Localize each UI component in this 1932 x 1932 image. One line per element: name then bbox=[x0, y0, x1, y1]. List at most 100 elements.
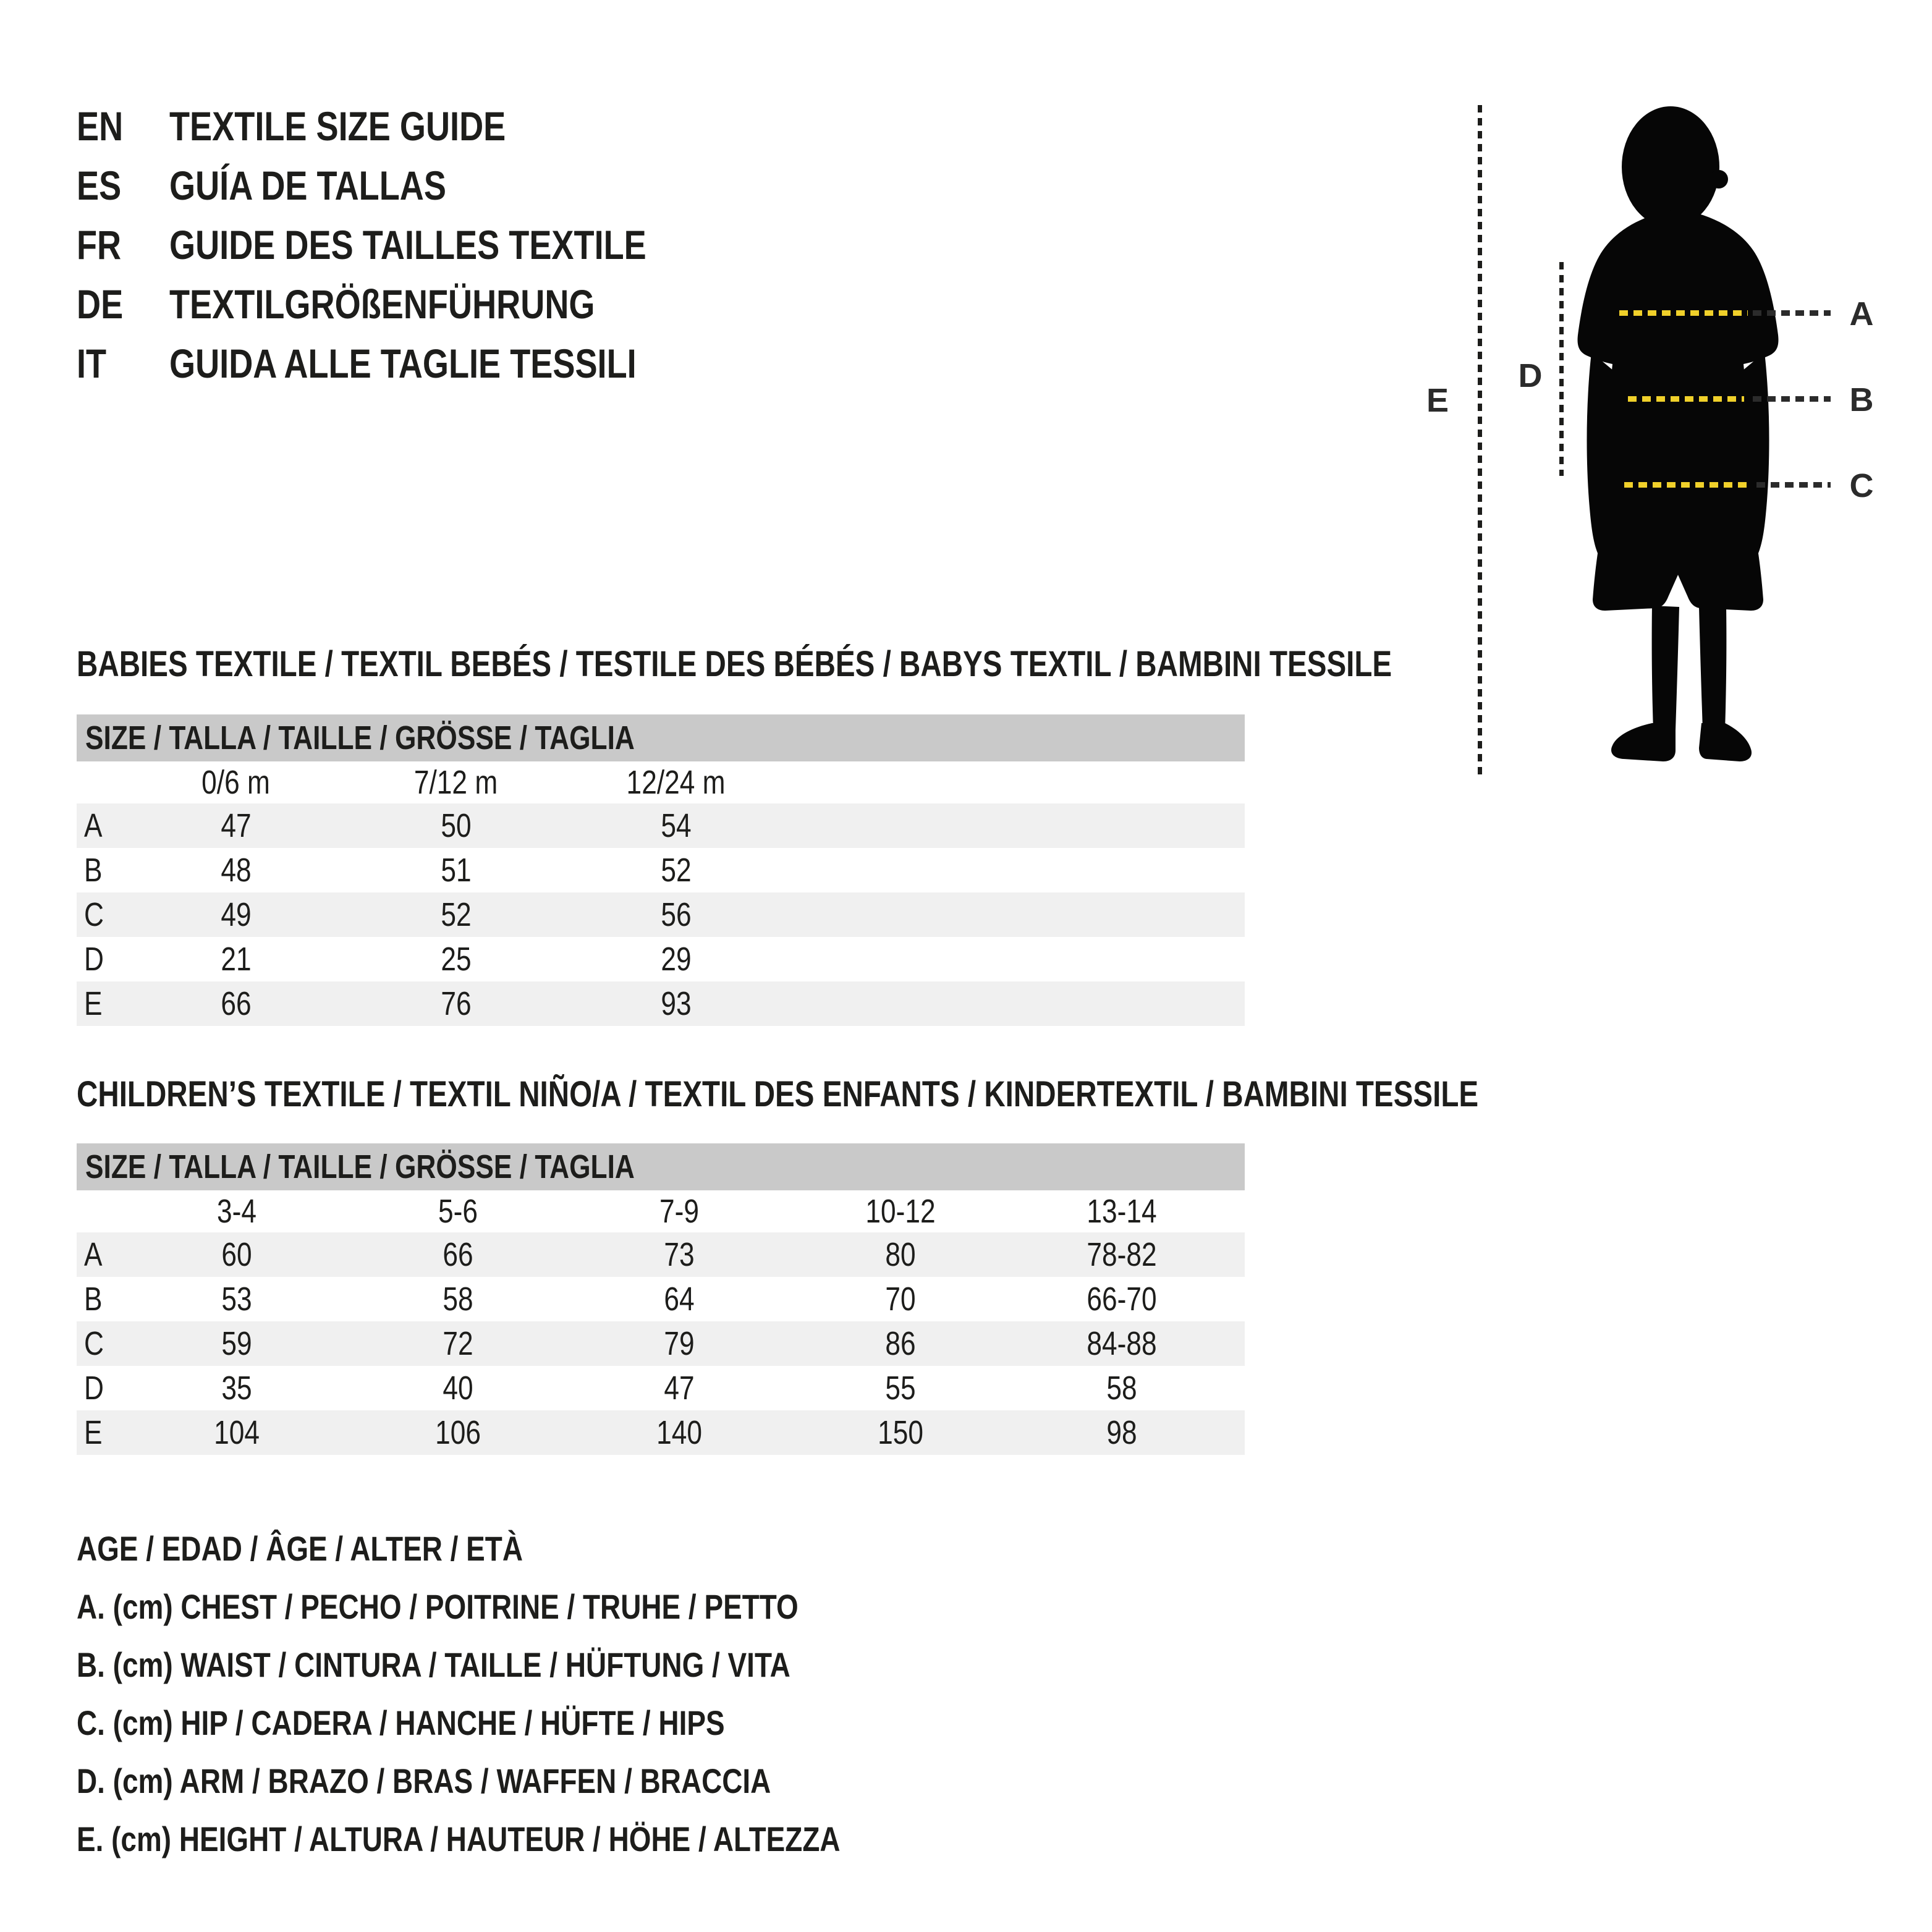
table-cell: 52 bbox=[566, 851, 786, 889]
babies-section-heading-text: BABIES TEXTILE / TEXTIL BEBÉS / TESTILE … bbox=[77, 643, 1392, 684]
table-cell-text: 93 bbox=[661, 985, 692, 1022]
table-cell: 47 bbox=[126, 807, 346, 845]
table-cell-text: 78-82 bbox=[1087, 1236, 1157, 1273]
table-cell-text: 52 bbox=[441, 896, 472, 933]
table-cell: 58 bbox=[347, 1280, 569, 1318]
lang-code-text: FR bbox=[77, 222, 122, 268]
column-header-text: 5-6 bbox=[438, 1193, 478, 1230]
table-cell: 29 bbox=[566, 940, 786, 978]
legend-line-chest: A. (cm) CHEST / PECHO / POITRINE / TRUHE… bbox=[77, 1577, 1008, 1635]
figure-label-hip: C bbox=[1849, 467, 1874, 504]
table-cell: 93 bbox=[566, 985, 786, 1023]
legend-line-text: C. (cm) HIP / CADERA / HANCHE / HÜFTE / … bbox=[77, 1703, 725, 1742]
table-cell-text: 50 bbox=[441, 807, 472, 844]
row-label-text: C bbox=[84, 1325, 104, 1362]
lang-title: GUIDA ALLE TAGLIE TESSILI bbox=[169, 340, 739, 387]
table-cell-text: 40 bbox=[443, 1370, 473, 1407]
column-header-text: 3-4 bbox=[216, 1193, 256, 1230]
legend-line-waist: B. (cm) WAIST / CINTURA / TAILLE / HÜFTU… bbox=[77, 1635, 1008, 1693]
legend-line-arm: D. (cm) ARM / BRAZO / BRAS / WAFFEN / BR… bbox=[77, 1752, 1008, 1810]
table-cell: 52 bbox=[346, 896, 566, 934]
table-cell-text: 53 bbox=[221, 1281, 252, 1318]
column-header-text: 12/24 m bbox=[626, 764, 726, 801]
child-silhouette-image bbox=[1577, 106, 1779, 761]
lang-code: FR bbox=[77, 221, 169, 268]
hip-measure-dash-yellow bbox=[1624, 482, 1752, 488]
table-cell-text: 56 bbox=[661, 896, 692, 933]
table-cell-text: 59 bbox=[221, 1325, 252, 1362]
arm-measure-dotted-line bbox=[1559, 262, 1564, 476]
row-label-text: D bbox=[84, 941, 104, 978]
table-cell: 66-70 bbox=[1011, 1280, 1232, 1318]
table-cell: 49 bbox=[126, 896, 346, 934]
row-label: B bbox=[77, 851, 126, 889]
lang-code: DE bbox=[77, 281, 169, 328]
figure-label-waist: B bbox=[1849, 381, 1874, 418]
lang-code-text: ES bbox=[77, 163, 122, 208]
table-cell-text: 58 bbox=[1106, 1370, 1137, 1407]
table-cell: 66 bbox=[347, 1235, 569, 1274]
table-cell: 106 bbox=[347, 1413, 569, 1452]
table-cell: 56 bbox=[566, 896, 786, 934]
column-header: 3-4 bbox=[126, 1192, 347, 1231]
lang-title-text: GUIDA ALLE TAGLIE TESSILI bbox=[169, 341, 637, 386]
row-label: A bbox=[77, 807, 126, 845]
table-row: E 104 106 140 150 98 bbox=[77, 1410, 1245, 1455]
lang-row-en: EN TEXTILE SIZE GUIDE bbox=[77, 96, 751, 156]
table-row: C 59 72 79 86 84-88 bbox=[77, 1321, 1245, 1366]
table-row: B 48 51 52 bbox=[77, 848, 1245, 892]
table-cell-text: 86 bbox=[885, 1325, 916, 1362]
children-section-heading-text: CHILDREN’S TEXTILE / TEXTIL NIÑO/A / TEX… bbox=[77, 1074, 1479, 1114]
waist-measure-dash-yellow bbox=[1628, 396, 1744, 402]
row-label: A bbox=[77, 1235, 126, 1274]
language-title-block: EN TEXTILE SIZE GUIDE ES GUÍA DE TALLAS … bbox=[77, 96, 751, 393]
table-cell: 50 bbox=[346, 807, 566, 845]
table-cell: 47 bbox=[569, 1369, 790, 1407]
table-cell-text: 79 bbox=[664, 1325, 695, 1362]
table-cell: 64 bbox=[569, 1280, 790, 1318]
table-cell: 86 bbox=[790, 1324, 1011, 1363]
lang-row-fr: FR GUIDE DES TAILLES TEXTILE bbox=[77, 215, 751, 274]
table-cell-text: 80 bbox=[885, 1236, 916, 1273]
legend-line-text: B. (cm) WAIST / CINTURA / TAILLE / HÜFTU… bbox=[77, 1645, 790, 1684]
table-cell-text: 150 bbox=[878, 1414, 923, 1451]
column-header: 0/6 m bbox=[126, 763, 346, 802]
legend-line-height: E. (cm) HEIGHT / ALTURA / HAUTEUR / HÖHE… bbox=[77, 1810, 1008, 1868]
table-cell-text: 54 bbox=[661, 807, 692, 844]
table-cell: 150 bbox=[790, 1413, 1011, 1452]
lang-title: GUÍA DE TALLAS bbox=[169, 162, 507, 209]
table-cell: 84-88 bbox=[1011, 1324, 1232, 1363]
table-cell-text: 66 bbox=[443, 1236, 473, 1273]
table-cell: 21 bbox=[126, 940, 346, 978]
table-row: C 49 52 56 bbox=[77, 892, 1245, 937]
lang-code: IT bbox=[77, 340, 169, 387]
row-label: C bbox=[77, 896, 126, 934]
lang-row-es: ES GUÍA DE TALLAS bbox=[77, 156, 751, 215]
table-cell: 40 bbox=[347, 1369, 569, 1407]
table-row: E 66 76 93 bbox=[77, 981, 1245, 1026]
chest-measure-dash-dark bbox=[1753, 310, 1831, 316]
table-cell: 60 bbox=[126, 1235, 347, 1274]
table-cell-text: 52 bbox=[661, 852, 692, 889]
table-cell: 98 bbox=[1011, 1413, 1232, 1452]
table-cell-text: 55 bbox=[885, 1370, 916, 1407]
column-header: 12/24 m bbox=[566, 763, 786, 802]
legend-line-age: AGE / EDAD / ÂGE / ALTER / ETÀ bbox=[77, 1519, 1008, 1577]
table-cell-text: 72 bbox=[443, 1325, 473, 1362]
table-cell-text: 64 bbox=[664, 1281, 695, 1318]
babies-size-table: SIZE / TALLA / TAILLE / GRÖSSE / TAGLIA … bbox=[77, 714, 1245, 1026]
column-header-text: 7/12 m bbox=[414, 764, 498, 801]
table-cell: 79 bbox=[569, 1324, 790, 1363]
table-cell-text: 60 bbox=[221, 1236, 252, 1273]
legend-line-hip: C. (cm) HIP / CADERA / HANCHE / HÜFTE / … bbox=[77, 1693, 1008, 1752]
children-table-header-text: SIZE / TALLA / TAILLE / GRÖSSE / TAGLIA bbox=[85, 1148, 635, 1185]
table-row: A 47 50 54 bbox=[77, 803, 1245, 848]
table-cell-text: 76 bbox=[441, 985, 472, 1022]
lang-code: ES bbox=[77, 162, 169, 209]
row-label: C bbox=[77, 1324, 126, 1363]
babies-table-header-text: SIZE / TALLA / TAILLE / GRÖSSE / TAGLIA bbox=[85, 719, 635, 756]
row-label-text: A bbox=[84, 1236, 103, 1273]
table-cell: 104 bbox=[126, 1413, 347, 1452]
column-header: 5-6 bbox=[347, 1192, 569, 1231]
figure-label-height: E bbox=[1426, 382, 1449, 419]
